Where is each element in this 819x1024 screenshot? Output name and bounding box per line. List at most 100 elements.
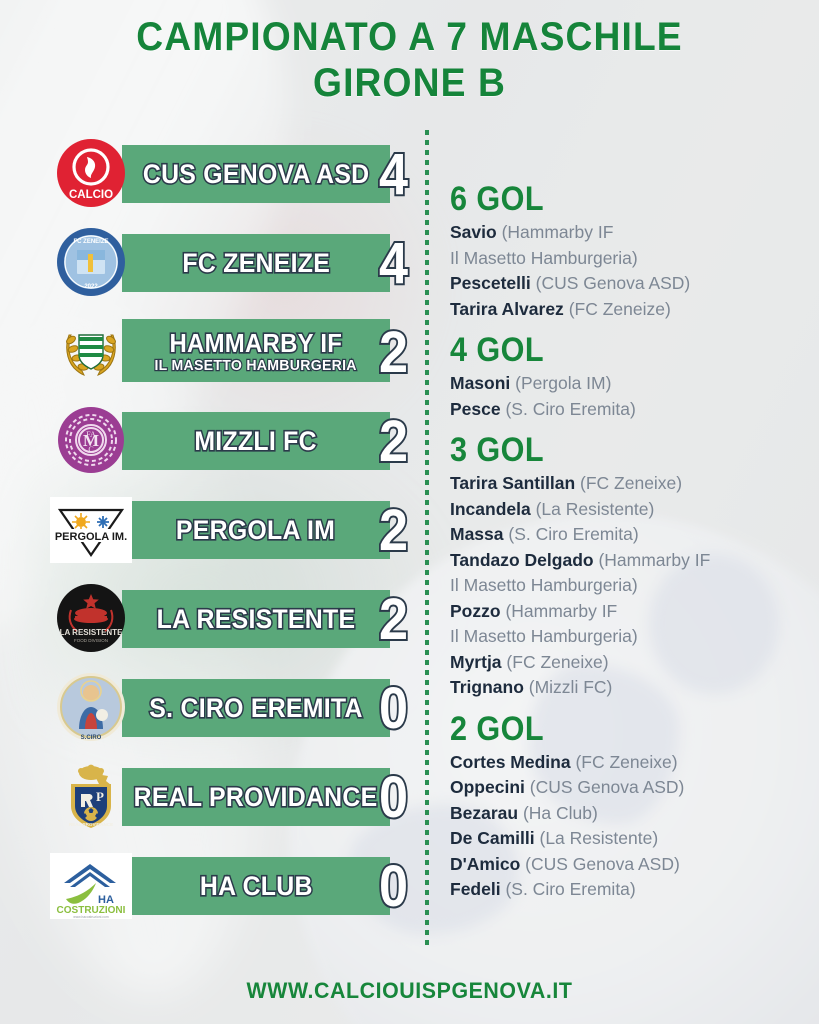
team-points: 4 [377,231,410,296]
list-item: Bezarau (Ha Club) [450,802,598,823]
svg-text:COSTRUZIONI: COSTRUZIONI [57,905,126,916]
team-name-primary: REAL PROVIDANCE [133,780,380,812]
team-name-secondary: IL MASETTO HAMBURGERIA [154,356,358,375]
list-item: Incandela (La Resistente) [450,498,655,519]
team-name: PERGOLA IM [120,501,392,559]
table-row: PERGOLA IM. PERGOLA IM 2 [0,487,425,576]
list-item: Tarira Santillan (FC Zeneixe) [450,473,683,493]
table-row: P REAL PROVIDANCE REAL PROVIDANCE 0 [0,754,425,843]
svg-text:FA: FA [86,430,96,439]
top-scorers-list: 6 GOL Savio (Hammarby IF Il Masetto Hamb… [450,180,810,912]
team-points: 4 [377,142,410,207]
team-points: 2 [377,587,410,652]
svg-text:PERGOLA IM.: PERGOLA IM. [55,531,127,543]
row-bar [122,319,390,382]
team-points: 2 [377,409,410,474]
table-row: FC ZENEIZE 2022 FC ZENEIZE 4 [0,220,425,309]
s-ciro-eremita-logo: S.CIRO [55,671,127,743]
standings-table: CALCIO CUS GENOVA ASD 4 FC ZENEIZE [0,131,425,932]
real-providance-logo: P REAL PROVIDANCE [55,760,127,832]
team-name-primary: PERGOLA IM [175,513,337,545]
page-title: CAMPIONATO A 7 MASCHILE GIRONE B [29,0,791,106]
list-item: D'Amico (CUS Genova ASD) [450,853,680,874]
svg-text:HA: HA [98,894,114,906]
scorer-group-heading: 2 GOL [450,709,545,748]
list-item: Pesce (S. Ciro Eremita) [450,398,636,419]
svg-text:C: C [88,445,93,454]
team-name-primary: LA RESISTENTE [155,602,356,634]
svg-text:FOOD DIVISION: FOOD DIVISION [74,638,108,643]
list-item: Masoni (Pergola IM) [450,373,612,393]
list-item-continuation: Il Masetto Hamburgeria) [450,626,638,646]
la-resistente-logo: LA RESISTENTE FOOD DIVISION [55,582,127,654]
row-bar [122,145,390,203]
list-item: De Camilli (La Resistente) [450,828,659,848]
scorer-group-heading: 4 GOL [450,331,545,369]
footer-url: WWW.CALCIOUISPGENOVA.IT [246,978,573,1003]
row-bar [122,857,390,915]
svg-text:LA RESISTENTE: LA RESISTENTE [60,628,123,637]
list-item-continuation: Il Masetto Hamburgeria) [450,247,638,268]
ha-club-logo: HA COSTRUZIONI www.hacostruzioni.com [50,853,132,919]
team-name: HAMMARBY IF IL MASETTO HAMBURGERIA [120,323,392,381]
list-item: Tarira Alvarez (FC Zeneize) [450,298,671,319]
team-name: HA CLUB [120,857,392,915]
svg-text:FC ZENEIZE: FC ZENEIZE [73,239,108,245]
fc-zeneize-logo: FC ZENEIZE 2022 [55,226,127,298]
pergola-im-logo: PERGOLA IM. [50,497,132,563]
team-name-primary: CUS GENOVA ASD [141,157,370,189]
scorer-group: 6 GOL Savio (Hammarby IF Il Masetto Hamb… [450,180,810,322]
table-row: HA COSTRUZIONI www.hacostruzioni.com HA … [0,843,425,932]
list-item: Tandazo Delgado (Hammarby IF [450,549,711,570]
team-name-primary: MIZZLI FC [193,424,318,456]
team-name-primary: S. CIRO EREMITA [148,691,364,723]
svg-text:P: P [96,789,104,804]
team-points: 2 [377,320,410,385]
team-name: MIZZLI FC [120,412,392,470]
team-points: 0 [377,765,410,830]
title-line-2: GIRONE B [313,61,506,105]
list-item: Massa (S. Ciro Eremita) [450,524,639,544]
list-item: Fedeli (S. Ciro Eremita) [450,879,636,899]
row-bar [122,679,390,737]
cus-genova-asd-logo: CALCIO [55,137,127,209]
table-row: HAMMARBY IF IL MASETTO HAMBURGERIA 2 [0,309,425,398]
list-item-continuation: Il Masetto Hamburgeria) [450,575,638,595]
list-item: Pozzo (Hammarby IF [450,600,618,621]
hammarby-if-logo [55,315,127,387]
team-name: FC ZENEIZE [120,234,392,292]
row-bar [122,501,390,559]
team-name: CUS GENOVA ASD [120,145,392,203]
team-name: REAL PROVIDANCE [120,768,392,826]
svg-text:CALCIO: CALCIO [69,189,113,201]
list-item: Oppecini (CUS Genova ASD) [450,777,685,797]
svg-text:REAL PROVIDANCE: REAL PROVIDANCE [69,822,113,827]
table-row: S.CIRO S. CIRO EREMITA 0 [0,665,425,754]
team-points: 0 [377,676,410,741]
svg-text:S.CIRO: S.CIRO [81,735,102,741]
list-item: Myrtja (FC Zeneixe) [450,651,609,672]
title-line-1: CAMPIONATO A 7 MASCHILE [136,15,683,59]
team-name-primary: HA CLUB [198,869,313,901]
table-row: CALCIO CUS GENOVA ASD 4 [0,131,425,220]
team-name-primary: HAMMARBY IF [168,328,343,358]
team-name-primary: FC ZENEIZE [181,246,331,278]
list-item: Pescetelli (CUS Genova ASD) [450,273,691,293]
vertical-dotted-divider [425,130,429,948]
scorer-group-heading: 6 GOL [450,180,545,218]
list-item: Savio (Hammarby IF [450,222,614,242]
mizzli-fc-logo: M FA C [55,404,127,476]
row-bar [122,768,390,826]
team-name: LA RESISTENTE [120,590,392,648]
row-bar [122,412,390,470]
scorer-group: 2 GOL Cortes Medina (FC Zeneixe) Oppecin… [450,710,810,903]
team-name: S. CIRO EREMITA [120,679,392,737]
list-item: Trignano (Mizzli FC) [450,677,613,697]
row-bar [122,590,390,648]
team-points: 2 [377,498,410,563]
table-row: M FA C MIZZLI FC 2 [0,398,425,487]
svg-text:M: M [83,431,99,450]
row-bar [122,234,390,292]
team-points: 0 [377,854,410,919]
